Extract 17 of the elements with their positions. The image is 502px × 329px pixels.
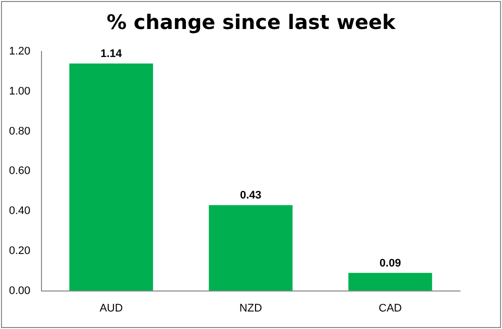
y-tick-label: 1.20 <box>8 46 30 58</box>
data-label: 0.09 <box>380 257 401 270</box>
bar <box>348 272 432 291</box>
bar <box>208 205 293 291</box>
data-label: 1.14 <box>100 48 123 60</box>
data-label: 0.43 <box>240 190 262 202</box>
chart-title: % change since last week <box>106 10 397 34</box>
x-tick-label: NZD <box>239 302 262 314</box>
y-tick-label: 0.40 <box>8 205 30 218</box>
y-tick-label: 0.80 <box>8 125 30 138</box>
y-tick-label: 1.00 <box>8 86 30 98</box>
y-tick-label: 0.20 <box>8 244 30 257</box>
x-tick-label: CAD <box>378 302 402 314</box>
y-tick-label: 0.00 <box>8 284 30 297</box>
bar <box>69 64 154 291</box>
y-tick-label: 0.60 <box>8 165 30 178</box>
x-tick-label: AUD <box>100 302 123 314</box>
